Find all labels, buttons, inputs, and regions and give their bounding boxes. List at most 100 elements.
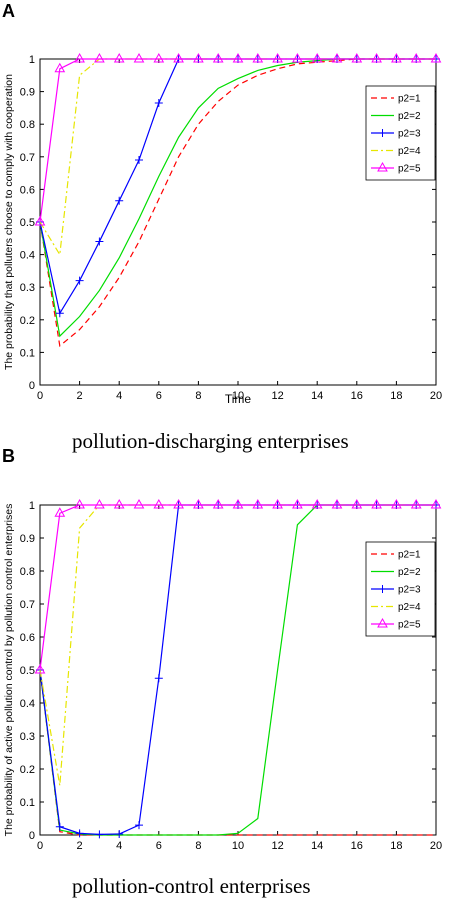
y-axis-label: The probability of active pollution cont… <box>3 504 15 837</box>
y-tick-label: 0.7 <box>20 599 35 611</box>
data-point <box>252 52 264 63</box>
legend-marker <box>378 585 387 593</box>
data-point <box>94 52 105 63</box>
legend-label: p2=1 <box>398 550 421 561</box>
legend-marker <box>378 129 387 137</box>
legend-marker <box>377 161 388 172</box>
data-point <box>173 52 184 63</box>
series-p2=1 <box>39 669 436 836</box>
legend-label: p2=5 <box>398 620 421 631</box>
chart-caption: pollution-control enterprises <box>72 874 311 898</box>
legend-label: p2=5 <box>398 164 421 175</box>
data-point <box>54 62 66 73</box>
chart-panel-2: B 0 2 4 6 8 10 12 14 16 18 20 0 0.1 0.2 0.3 0.4 0.5 0.6 0.7… <box>2 446 442 898</box>
data-point <box>272 52 283 63</box>
y-tick-label: 0.5 <box>20 665 35 677</box>
data-point <box>34 215 46 226</box>
data-point <box>95 237 104 246</box>
legend-label: p2=4 <box>398 146 421 157</box>
legend-marker <box>377 617 388 628</box>
legend-label: p2=2 <box>398 111 421 122</box>
y-tick-label: 0.8 <box>20 566 35 578</box>
y-tick-label: 1 <box>29 54 35 66</box>
data-point <box>173 498 184 509</box>
data-point <box>94 498 105 509</box>
x-tick-label: 4 <box>116 840 122 852</box>
data-point <box>391 52 402 63</box>
data-point <box>95 830 104 839</box>
data-point <box>115 196 124 205</box>
legend-label: p2=3 <box>398 585 421 596</box>
x-tick-label: 8 <box>195 390 201 402</box>
series-p2=5 <box>34 52 442 226</box>
data-point <box>113 498 125 509</box>
y-tick-label: 0.5 <box>20 217 35 229</box>
data-point <box>331 52 343 63</box>
panel-label: A <box>2 1 15 21</box>
series-line <box>39 58 436 223</box>
series-p2=5 <box>34 498 442 674</box>
legend: p2=1 p2=2 p2=3 p2=4 p2=5 <box>365 541 436 637</box>
x-tick-label: 10 <box>232 840 244 852</box>
panel-label: B <box>2 446 15 466</box>
series-line <box>39 669 436 836</box>
data-point <box>212 52 224 63</box>
chart-panel-1: A 0 2 4 6 8 10 12 14 16 18 20 0 0.1 0.2 0.3 0.4 0.5 0.6 0.7… <box>2 1 442 453</box>
data-point <box>193 52 204 63</box>
data-point <box>311 52 323 63</box>
data-point <box>153 498 165 509</box>
x-tick-label: 2 <box>77 840 83 852</box>
y-tick-label: 0.4 <box>20 250 35 262</box>
x-tick-label: 0 <box>37 840 43 852</box>
data-point <box>232 498 244 509</box>
y-tick-label: 0.9 <box>20 533 35 545</box>
legend: p2=1 p2=2 p2=3 p2=4 p2=5 <box>365 85 436 181</box>
data-point <box>133 52 145 63</box>
data-point <box>54 507 66 517</box>
y-tick-label: 0.1 <box>20 797 35 809</box>
data-point <box>75 276 84 285</box>
data-point <box>272 498 283 509</box>
x-tick-label: 14 <box>311 390 323 402</box>
data-point <box>74 498 85 509</box>
data-point <box>193 498 204 509</box>
data-point <box>371 52 382 63</box>
y-tick-label: 0.6 <box>20 184 35 196</box>
x-tick-label: 12 <box>271 840 283 852</box>
x-tick-label: 10 <box>232 390 244 402</box>
x-tick-label: 12 <box>271 390 283 402</box>
y-axis-label: The probability that polluters choose to… <box>3 74 15 370</box>
y-tick-label: 0.9 <box>20 87 35 99</box>
data-point <box>135 156 143 165</box>
data-point <box>75 829 84 838</box>
data-point <box>154 99 163 108</box>
data-point <box>410 498 422 509</box>
y-tick-label: 0 <box>29 380 35 392</box>
x-tick-label: 20 <box>430 840 442 852</box>
x-tick-label: 16 <box>351 390 363 402</box>
series-line <box>39 504 436 671</box>
data-point <box>154 674 163 683</box>
x-tick-label: 4 <box>116 390 122 402</box>
data-point <box>133 498 145 509</box>
x-axis-label: Time <box>225 392 252 406</box>
legend-label: p2=2 <box>398 567 421 578</box>
data-point <box>115 830 124 839</box>
data-point <box>252 498 264 509</box>
y-tick-label: 0.2 <box>20 315 35 327</box>
y-tick-label: 0.1 <box>20 347 35 359</box>
y-tick-label: 0.8 <box>20 119 35 131</box>
x-tick-label: 2 <box>77 390 83 402</box>
legend-label: p2=4 <box>398 602 421 613</box>
x-tick-label: 20 <box>430 390 442 402</box>
x-tick-label: 6 <box>156 390 162 402</box>
x-tick-label: 0 <box>37 390 43 402</box>
data-point <box>371 498 382 509</box>
data-point <box>232 52 244 63</box>
y-tick-label: 0.7 <box>20 152 35 164</box>
legend-label: p2=1 <box>398 94 421 105</box>
data-point <box>430 52 442 63</box>
data-point <box>292 52 303 63</box>
data-point <box>55 822 64 831</box>
